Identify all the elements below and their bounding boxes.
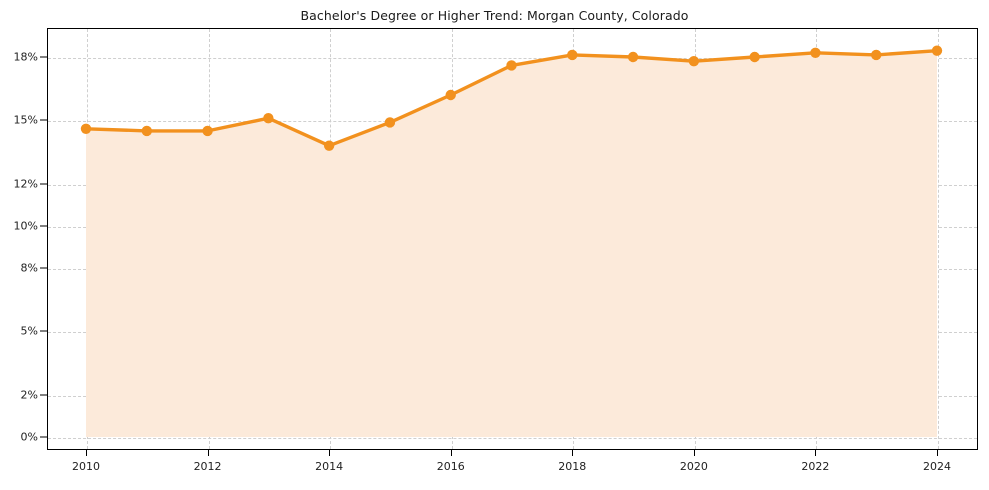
y-axis-tick-label: 15%	[13, 113, 38, 127]
x-axis-tick-label: 2014	[315, 460, 344, 473]
y-axis-tick-label: 0%	[20, 430, 38, 444]
y-axis-tick-mark	[40, 119, 47, 121]
x-axis-tick-label: 2016	[436, 460, 465, 473]
x-axis-tick-mark	[937, 450, 938, 456]
y-axis-tick-label: 10%	[13, 219, 38, 233]
chart-title: Bachelor's Degree or Higher Trend: Morga…	[300, 8, 689, 23]
gridline-horizontal	[48, 438, 977, 439]
x-axis-tick-mark	[693, 450, 695, 456]
y-axis-tick-mark	[40, 56, 47, 58]
x-axis-tick-mark	[329, 450, 331, 456]
y-axis-tick-mark	[40, 394, 47, 396]
x-axis-tick-mark	[450, 450, 452, 456]
y-axis-tick-label: 5%	[20, 324, 38, 338]
gridline-vertical	[938, 29, 939, 449]
x-axis-tick-label: 2018	[558, 460, 587, 473]
x-axis-tick-mark	[572, 450, 574, 456]
y-axis-tick-label: 2%	[20, 388, 38, 402]
y-axis-tick-mark	[40, 183, 47, 185]
x-axis-tick-mark	[86, 450, 87, 456]
y-axis-tick-label: 18%	[13, 50, 38, 64]
x-axis-tick-label: 2012	[193, 460, 222, 473]
y-axis-tick-label: 12%	[13, 177, 38, 191]
y-axis-tick-mark	[40, 267, 47, 269]
y-axis-tick-mark	[40, 225, 47, 227]
y-axis-tick-mark	[40, 330, 47, 332]
x-axis-tick-label: 2024	[923, 460, 951, 473]
y-axis-tick-label: 8%	[20, 261, 38, 275]
y-axis-tick-mark	[40, 436, 47, 438]
x-axis-tick-mark	[815, 450, 817, 456]
x-axis-tick-mark	[207, 450, 209, 456]
x-axis-tick-label: 2022	[801, 460, 830, 473]
x-axis-tick-label: 2010	[72, 460, 100, 473]
x-axis-tick-label: 2020	[679, 460, 708, 473]
